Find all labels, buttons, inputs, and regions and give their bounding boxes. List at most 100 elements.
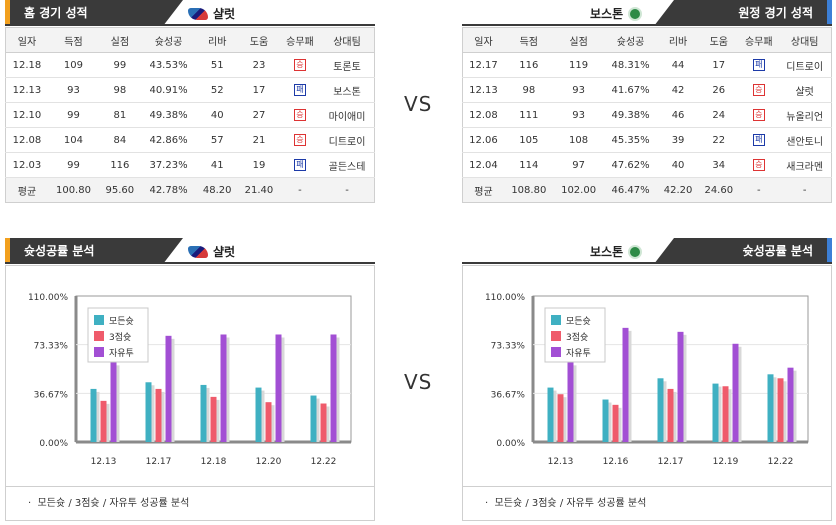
bar-자유투: [677, 331, 684, 442]
bar-3점슛: [777, 378, 784, 442]
avg-label: 평균: [5, 177, 48, 203]
avg-ast: 24.60: [698, 177, 740, 203]
cell-date: 12.08: [462, 102, 504, 128]
cell-date: 12.13: [5, 77, 48, 103]
y-tick-label: 73.33%: [491, 342, 526, 352]
column-header: 상대팀: [778, 27, 832, 53]
result-badge: 승: [293, 134, 306, 146]
bar-모든슛: [200, 384, 207, 442]
result-badge: 승: [293, 59, 306, 71]
table-row: 12.08 104 84 42.86% 57 21 승 디트로이: [5, 127, 375, 153]
bar-자유투: [220, 334, 227, 442]
avg-vs: -: [778, 177, 832, 203]
legend-label: 3점슛: [109, 331, 131, 343]
column-header: 도움: [238, 27, 280, 53]
result-cell: 승: [279, 102, 321, 128]
celtics-logo-icon: [628, 6, 643, 21]
column-header: 리바: [657, 27, 699, 53]
cell-opp: 84: [98, 127, 141, 153]
column-header: 실점: [98, 27, 141, 53]
result-cell: 승: [739, 77, 779, 103]
table-row: 12.13 93 98 40.91% 52 17 패 보스톤: [5, 77, 375, 103]
home-chart-header: 슛성공률 분석 샬럿: [5, 238, 375, 264]
cell-opp: 119: [553, 52, 604, 78]
x-tick-label: 12.18: [201, 457, 227, 467]
result-cell: 승: [279, 52, 321, 78]
cell-ast: 21: [238, 127, 280, 153]
column-header: 상대팀: [320, 27, 375, 53]
y-tick-label: 36.67%: [34, 390, 69, 400]
home-team-label: 샬럿: [188, 5, 235, 22]
cell-fg: 45.35%: [603, 127, 658, 153]
cell-pts: 111: [503, 102, 554, 128]
cell-pts: 99: [47, 152, 99, 178]
cell-reb: 41: [196, 152, 239, 178]
cell-reb: 52: [196, 77, 239, 103]
avg-fg: 42.78%: [140, 177, 197, 203]
cell-reb: 44: [657, 52, 699, 78]
avg-label: 평균: [462, 177, 504, 203]
x-tick-label: 12.17: [146, 457, 172, 467]
cell-vs: 샬럿: [778, 77, 832, 103]
result-cell: 패: [739, 52, 779, 78]
home-games-table: 일자 득점 실점 슛성공 리바 도움 승무패 상대팀 12.18 109 99 43.53% 51 23…: [5, 27, 375, 203]
column-header: 슛성공: [140, 27, 197, 53]
cell-reb: 40: [657, 152, 699, 178]
bar-모든슛: [90, 388, 97, 442]
bar-3점슛: [557, 394, 564, 442]
celtics-logo-icon: [628, 244, 643, 259]
cell-opp: 93: [553, 77, 604, 103]
cell-date: 12.03: [5, 152, 48, 178]
result-badge: 승: [752, 109, 765, 121]
column-header: 승무패: [279, 27, 321, 53]
bar-3점슛: [320, 403, 327, 442]
avg-opp: 95.60: [98, 177, 141, 203]
bar-3점슛: [667, 388, 674, 442]
cell-pts: 104: [47, 127, 99, 153]
table-row: 12.04 114 97 47.62% 40 34 승 새크라멘: [462, 152, 832, 178]
cell-date: 12.17: [462, 52, 504, 78]
away-chart-header: 슛성공률 분석 보스톤: [462, 238, 832, 264]
home-chart-team-label: 샬럿: [188, 243, 235, 260]
cell-reb: 57: [196, 127, 239, 153]
cell-pts: 99: [47, 102, 99, 128]
column-header: 득점: [47, 27, 99, 53]
home-shooting-chart: 0.00% 36.67% 73.33% 110.00% 12.13 12.17 12.18 1…: [28, 293, 352, 467]
avg-ast: 21.40: [238, 177, 280, 203]
avg-fg: 46.47%: [603, 177, 658, 203]
result-cell: 패: [279, 77, 321, 103]
cell-vs: 디트로이: [320, 127, 375, 153]
result-badge: 패: [293, 159, 306, 171]
column-header: 리바: [196, 27, 239, 53]
bar-모든슛: [712, 383, 719, 442]
cell-fg: 47.62%: [603, 152, 658, 178]
bar-자유투: [622, 327, 629, 442]
cell-ast: 26: [698, 77, 740, 103]
legend-label: 자유투: [109, 348, 134, 359]
away-games-table: 일자 득점 실점 슛성공 리바 도움 승무패 상대팀 12.17 116 119 48.31% 44 1…: [462, 27, 832, 203]
cell-fg: 49.38%: [603, 102, 658, 128]
average-row: 평균 100.80 95.60 42.78% 48.20 21.40- -: [5, 177, 375, 203]
result-cell: 패: [279, 152, 321, 178]
column-header: 실점: [553, 27, 604, 53]
cell-date: 12.04: [462, 152, 504, 178]
hornets-logo-icon: [188, 245, 208, 258]
hornets-logo-icon: [188, 7, 208, 20]
column-header: 도움: [698, 27, 740, 53]
x-tick-label: 12.22: [768, 457, 794, 467]
bar-모든슛: [547, 387, 554, 442]
away-games-title: 원정 경기 성적: [654, 0, 832, 26]
result-cell: 승: [739, 102, 779, 128]
home-chart-title: 슛성공률 분석: [5, 238, 183, 264]
cell-fg: 48.31%: [603, 52, 658, 78]
away-games-header: 원정 경기 성적 보스톤: [462, 0, 832, 26]
x-tick-label: 12.22: [311, 457, 337, 467]
cell-ast: 22: [698, 127, 740, 153]
x-tick-label: 12.16: [603, 457, 629, 467]
x-tick-label: 12.17: [658, 457, 684, 467]
cell-opp: 98: [98, 77, 141, 103]
bar-3점슛: [155, 388, 162, 442]
cell-date: 12.06: [462, 127, 504, 153]
cell-pts: 109: [47, 52, 99, 78]
cell-vs: 골든스테: [320, 152, 375, 178]
